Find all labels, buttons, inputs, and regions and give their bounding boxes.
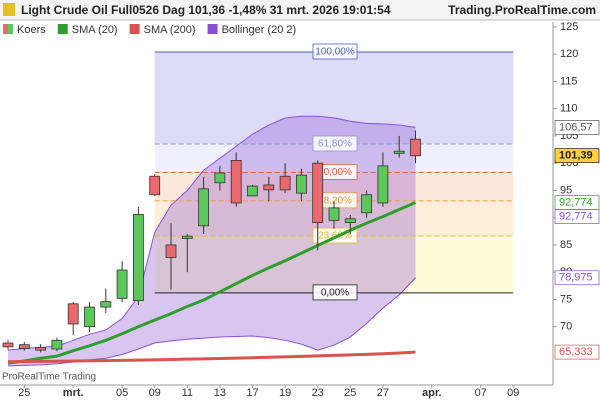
candle-body xyxy=(312,162,324,223)
bollinger-upper xyxy=(7,115,416,351)
price-label: 101,39 xyxy=(559,149,593,161)
candle-body xyxy=(279,175,291,191)
source: Trading.ProRealTime.com xyxy=(448,3,596,17)
price-label: 65,333 xyxy=(559,346,593,358)
x-tick-label: 09 xyxy=(507,387,519,399)
candle-body xyxy=(328,207,340,221)
price-label-box xyxy=(554,209,600,224)
price-label-box xyxy=(554,120,600,135)
y-tick-label: 120 xyxy=(560,48,578,60)
x-tick-label: apr. xyxy=(422,387,442,399)
x-tick-label: 23 xyxy=(312,387,324,399)
x-tick-label: 25 xyxy=(18,387,30,399)
watermark: ProRealTime Trading xyxy=(2,372,96,383)
candle-body xyxy=(100,301,112,308)
legend: Koers SMA (20) SMA (200) Bollinger (20 2) xyxy=(0,21,300,38)
y-tick-label: 85 xyxy=(560,239,572,251)
fib-label: 50,00% xyxy=(318,167,352,178)
fib-label-box xyxy=(312,43,358,60)
y-tick-label: 115 xyxy=(560,75,578,87)
y-tick-label: 125 xyxy=(560,21,578,33)
sma-line xyxy=(7,350,416,364)
x-tick-label: 25 xyxy=(344,387,356,399)
candle-body xyxy=(18,344,30,349)
header-bar xyxy=(0,0,600,20)
legend-swatch xyxy=(3,24,8,34)
legend-bg xyxy=(0,21,300,38)
candle-body xyxy=(393,150,405,154)
price-label-box xyxy=(554,270,600,286)
price-label: 106,57 xyxy=(559,121,593,133)
chart-title: Light Crude Oil Full0526 Dag 101,36 -1,4… xyxy=(21,3,391,17)
legend-swatch xyxy=(8,24,13,34)
fib-label: 61,80% xyxy=(318,139,352,150)
x-tick-label: 17 xyxy=(246,387,258,399)
candle-body xyxy=(214,172,226,184)
legend-swatch xyxy=(129,24,140,34)
x-tick-label: 07 xyxy=(475,387,487,399)
candle-body xyxy=(181,235,193,239)
x-tick-label: 09 xyxy=(149,387,161,399)
candle-body xyxy=(132,214,144,301)
price-label-box xyxy=(554,148,600,163)
y-tick-label: 75 xyxy=(560,293,572,305)
fib-label-box xyxy=(312,135,358,152)
candle-body xyxy=(361,194,373,214)
candle-body xyxy=(84,306,95,328)
y-tick-label: 95 xyxy=(560,184,572,196)
sma-line xyxy=(7,201,417,365)
fib-zone xyxy=(154,51,514,145)
fib-label: 38,20% xyxy=(318,196,352,207)
legend-label: Bollinger (20 2) xyxy=(222,24,297,36)
candle-body xyxy=(344,218,356,223)
candle-body xyxy=(247,185,258,197)
candle-body xyxy=(377,165,389,204)
legend-label: Koers xyxy=(17,24,46,36)
legend-label: SMA (200) xyxy=(144,24,196,36)
x-tick-label: 11 xyxy=(182,387,193,399)
x-axis-panel xyxy=(0,385,600,400)
fib-label-box xyxy=(312,284,358,301)
x-tick-label: 27 xyxy=(377,387,389,399)
candle-body xyxy=(149,175,161,196)
price-label: 92,774 xyxy=(559,210,593,222)
candle-body xyxy=(198,188,210,227)
y-tick-label: 110 xyxy=(560,103,578,115)
x-tick-label: 05 xyxy=(116,387,128,399)
legend-label: SMA (20) xyxy=(72,24,118,36)
fib-label: 0,00% xyxy=(321,288,349,299)
price-label: 78,975 xyxy=(559,272,593,284)
candle-body xyxy=(165,244,177,258)
plot-area: 100,00%61,80%50,00%38,20%23,60%0,00% xyxy=(2,43,514,367)
candle-body xyxy=(2,342,14,348)
y-tick-label: 70 xyxy=(560,321,572,333)
x-tick-label: 19 xyxy=(279,387,291,399)
price-label-box xyxy=(554,344,600,360)
price-label: 92,774 xyxy=(559,196,593,208)
legend-swatch xyxy=(207,24,218,34)
candle-body xyxy=(263,184,275,191)
x-tick-label: 13 xyxy=(214,387,226,399)
fib-label: 100,00% xyxy=(315,47,355,58)
candle-body xyxy=(116,269,128,299)
candle-body xyxy=(51,339,63,350)
candle-body xyxy=(35,346,46,351)
app-icon xyxy=(3,3,15,16)
candle-body xyxy=(67,303,79,325)
candle-body xyxy=(230,160,242,204)
candle-body xyxy=(295,174,307,194)
candle-body xyxy=(410,138,421,157)
legend-swatch xyxy=(57,24,68,34)
x-tick-label: mrt. xyxy=(63,387,84,399)
fib-zone xyxy=(154,236,514,293)
